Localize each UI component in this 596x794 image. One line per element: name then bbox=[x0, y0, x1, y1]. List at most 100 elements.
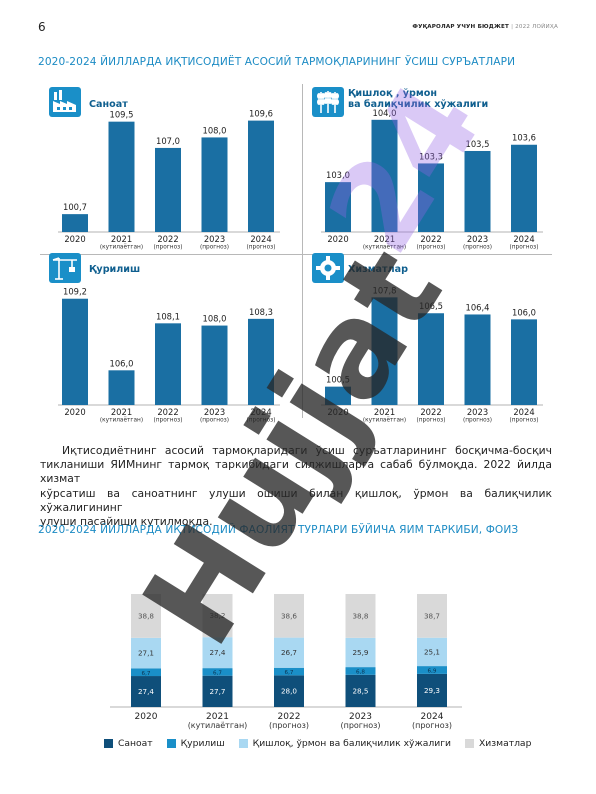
legend-item-services: Хизматлар bbox=[465, 738, 531, 749]
category-label: 2024 bbox=[421, 712, 444, 722]
bar bbox=[464, 150, 491, 232]
bar-value-label: 108,1 bbox=[156, 311, 180, 321]
vertical-divider bbox=[302, 84, 303, 418]
segment-label: 26,7 bbox=[281, 648, 297, 657]
category-sublabel: (прогноз) bbox=[416, 245, 445, 251]
category-label: 2022 bbox=[157, 407, 178, 417]
bar bbox=[371, 119, 398, 232]
bar-value-label: 100,7 bbox=[63, 202, 87, 212]
category-sublabel: (прогноз) bbox=[416, 418, 445, 424]
legend-swatch bbox=[166, 739, 176, 748]
bar bbox=[155, 147, 181, 232]
segment-label: 6,8 bbox=[356, 669, 365, 675]
stack-segment bbox=[345, 667, 376, 675]
category-sublabel: (прогноз) bbox=[509, 245, 538, 251]
growth-charts: 100,72020109,52021(кутилаётган)107,02022… bbox=[58, 108, 543, 424]
category-label: 2024 bbox=[513, 407, 534, 417]
bar bbox=[418, 313, 444, 405]
category-label: 2021 bbox=[111, 407, 132, 417]
stack-segment bbox=[202, 594, 233, 638]
bar-value-label: 103,0 bbox=[326, 170, 350, 180]
construction-label: Қурилиш bbox=[89, 264, 141, 275]
segment-label: 27,7 bbox=[209, 687, 225, 696]
segment-label: 28,0 bbox=[281, 687, 297, 696]
category-label: 2024 bbox=[513, 234, 534, 244]
industry-label: Саноат bbox=[89, 99, 128, 110]
stack-segment bbox=[417, 637, 447, 667]
category-sublabel: (кутилаётган) bbox=[100, 245, 143, 251]
stack-segment bbox=[274, 675, 304, 707]
segment-label: 38,7 bbox=[424, 611, 440, 620]
bar bbox=[325, 386, 351, 405]
crane-icon bbox=[49, 253, 81, 283]
bar bbox=[511, 319, 537, 405]
bar-value-label: 103,6 bbox=[512, 133, 536, 143]
category-sublabel: (кутилаётган) bbox=[363, 245, 406, 251]
segment-label: 25,1 bbox=[424, 647, 440, 656]
category-sublabel: (кутилаётган) bbox=[100, 418, 143, 424]
paragraph-line: улуши пасайиши кутилмоқда. bbox=[40, 515, 213, 529]
factory-icon bbox=[49, 87, 81, 117]
stack-segment bbox=[417, 594, 447, 638]
stack-segment bbox=[202, 675, 233, 707]
gdp-structure-chart: 27,4 6,7 27,1 38,8 2020 27,7 6,7 27,4 38,2 2021(к… bbox=[110, 594, 462, 730]
bar-value-label: 103,5 bbox=[466, 139, 490, 149]
bar-value-label: 103,3 bbox=[419, 151, 443, 161]
bar-value-label: 109,2 bbox=[63, 287, 87, 297]
growth-chart-1: 103,0 2020 104,0 2021(кутилаётган) 103,3 2022… bbox=[321, 108, 543, 251]
segment-label: 25,9 bbox=[352, 648, 368, 657]
legend-item-industry: Саноат bbox=[104, 738, 153, 749]
category-label: 2020 bbox=[327, 234, 348, 244]
category-label: 2022 bbox=[420, 234, 441, 244]
category-sublabel: (кутилаётган) bbox=[188, 721, 248, 730]
stack-segment bbox=[274, 637, 304, 668]
category-label: 2023 bbox=[204, 407, 225, 417]
bar-value-label: 108,0 bbox=[203, 125, 227, 135]
bar-value-label: 108,0 bbox=[203, 314, 227, 324]
segment-label: 38,8 bbox=[352, 611, 368, 620]
bar bbox=[155, 323, 181, 405]
bar bbox=[511, 144, 537, 232]
section-title-structure: 2020-2024 ЙИЛЛАРДА ИҚТИСОДИЙ ФАОЛИЯТ ТУР… bbox=[38, 524, 519, 536]
stack-segment bbox=[274, 594, 304, 638]
category-label: 2021 bbox=[374, 234, 395, 244]
segment-label: 38,2 bbox=[209, 611, 225, 620]
bar-value-label: 106,0 bbox=[110, 358, 134, 368]
segment-label: 6,9 bbox=[428, 668, 437, 674]
category-label: 2021 bbox=[111, 234, 132, 244]
bar bbox=[371, 297, 398, 405]
growth-chart-2: 109,2 2020 106,0 2021(кутилаётган) 108,1 2022… bbox=[58, 287, 280, 424]
section-title-growth: 2020-2024 ЙИЛЛАРДА ИҚТИСОДИЁТ АСОСИЙ ТАР… bbox=[38, 56, 516, 68]
stack-segment bbox=[345, 594, 376, 638]
agriculture-label: Қишлоқ , ўрмон ва балиқчилик хўжалиги bbox=[348, 88, 488, 110]
body-paragraph: Иқтисодиётнинг асосий тармоқларидаги ўси… bbox=[40, 444, 552, 529]
segment-label: 38,8 bbox=[138, 611, 154, 620]
category-sublabel: (кутилаётган) bbox=[363, 418, 406, 424]
stack-segment bbox=[202, 637, 233, 669]
category-sublabel: (прогноз) bbox=[412, 721, 452, 730]
header-separator: | bbox=[511, 24, 514, 30]
legend-swatch bbox=[104, 739, 113, 748]
category-label: 2023 bbox=[349, 712, 372, 722]
stack-segment bbox=[345, 637, 376, 668]
category-sublabel: (прогноз) bbox=[340, 721, 380, 730]
bar-value-label: 108,3 bbox=[249, 307, 273, 317]
stack-segment bbox=[417, 666, 447, 674]
stack-segment bbox=[131, 637, 161, 669]
category-label: 2021 bbox=[206, 712, 229, 722]
stack-segment bbox=[131, 668, 161, 677]
legend-label: Қишлоқ, ўрмон ва балиқчилик хўжалиги bbox=[252, 738, 451, 749]
segment-label: 27,4 bbox=[138, 687, 154, 696]
gear-icon bbox=[312, 253, 344, 283]
bar-value-label: 106,0 bbox=[512, 307, 536, 317]
agriculture-label-line2: ва балиқчилик хўжалиги bbox=[348, 99, 489, 110]
bar-value-label: 104,0 bbox=[373, 108, 397, 118]
stack-segment bbox=[202, 668, 233, 676]
paragraph-line: Иқтисодиётнинг асосий тармоқларидаги ўси… bbox=[62, 444, 552, 457]
stack-segment bbox=[131, 594, 161, 638]
bar bbox=[464, 314, 491, 405]
bar-value-label: 100,5 bbox=[326, 375, 350, 385]
header-year: 2022 ЛОЙИҲА bbox=[515, 24, 558, 30]
growth-chart-0: 100,7 2020 109,5 2021(кутилаётган) 107,0 2022… bbox=[58, 109, 280, 251]
category-sublabel: (прогноз) bbox=[153, 418, 182, 424]
